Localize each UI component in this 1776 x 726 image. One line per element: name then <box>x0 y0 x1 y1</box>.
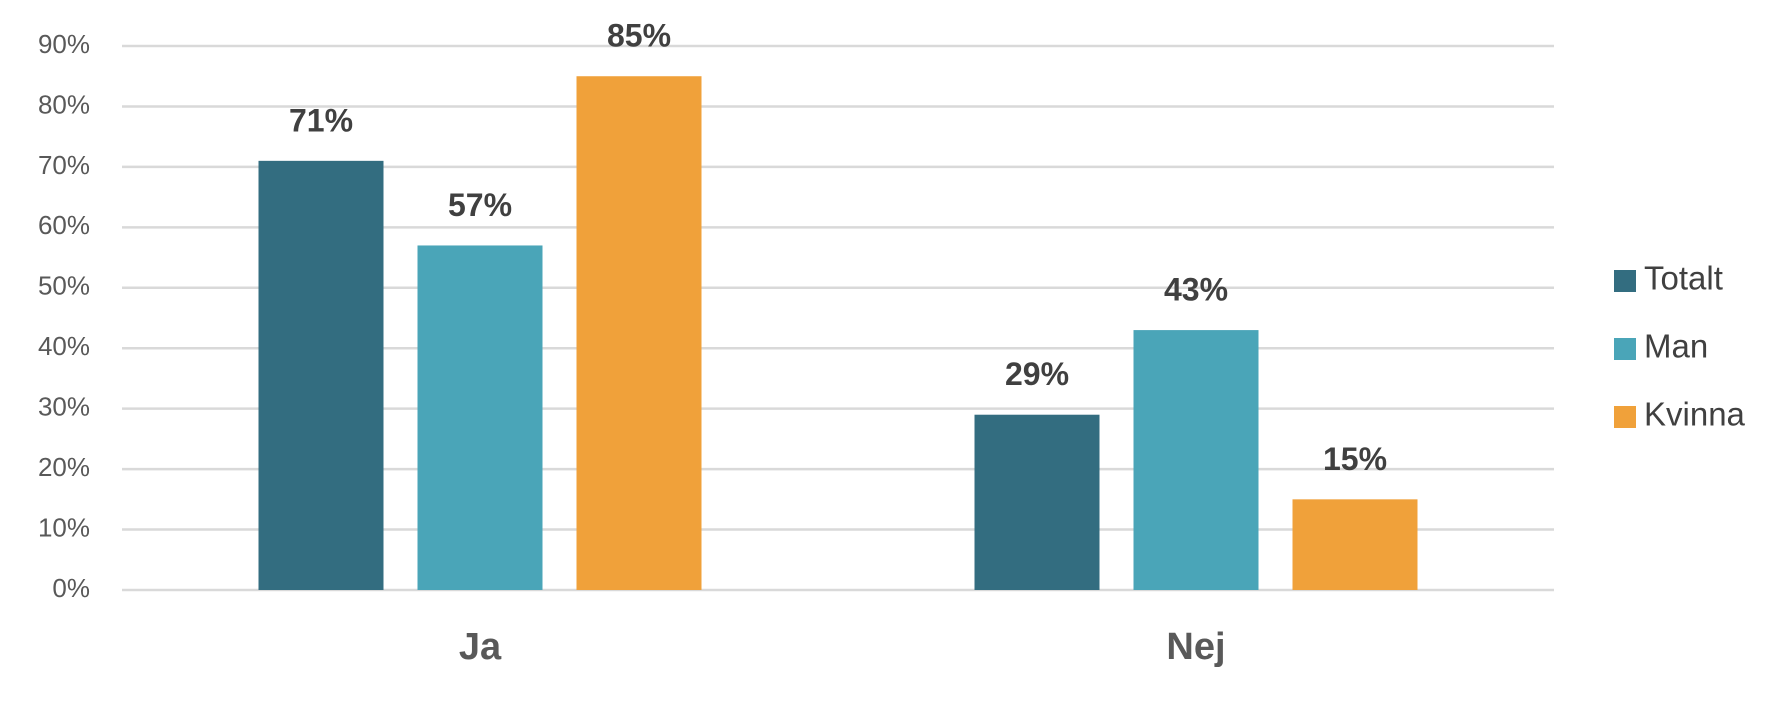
y-tick-label: 30% <box>38 392 90 422</box>
y-tick-label: 80% <box>38 89 90 119</box>
x-tick-label: Nej <box>1166 626 1225 668</box>
y-tick-label: 70% <box>38 150 90 180</box>
y-tick-label: 40% <box>38 331 90 361</box>
bar <box>1133 330 1259 590</box>
y-tick-label: 90% <box>38 29 90 59</box>
bar <box>974 414 1100 590</box>
legend-swatch <box>1614 338 1636 360</box>
legend-label: Man <box>1644 328 1708 365</box>
y-tick-label: 10% <box>38 512 90 542</box>
legend-swatch <box>1614 406 1636 428</box>
data-label: 43% <box>1164 272 1228 308</box>
y-tick-label: 50% <box>38 271 90 301</box>
bar <box>417 245 543 590</box>
bar <box>576 76 702 590</box>
legend-label: Totalt <box>1644 260 1723 297</box>
data-label: 57% <box>448 187 512 223</box>
data-label: 85% <box>607 18 671 54</box>
data-label: 15% <box>1323 441 1387 477</box>
bar <box>258 160 384 590</box>
x-tick-label: Ja <box>459 626 502 668</box>
legend-label: Kvinna <box>1644 396 1746 433</box>
y-tick-label: 20% <box>38 452 90 482</box>
data-label: 29% <box>1005 356 1069 392</box>
legend-swatch <box>1614 270 1636 292</box>
y-tick-label: 60% <box>38 210 90 240</box>
y-tick-label: 0% <box>52 573 90 603</box>
bar <box>1292 499 1418 590</box>
data-label: 71% <box>289 102 353 138</box>
